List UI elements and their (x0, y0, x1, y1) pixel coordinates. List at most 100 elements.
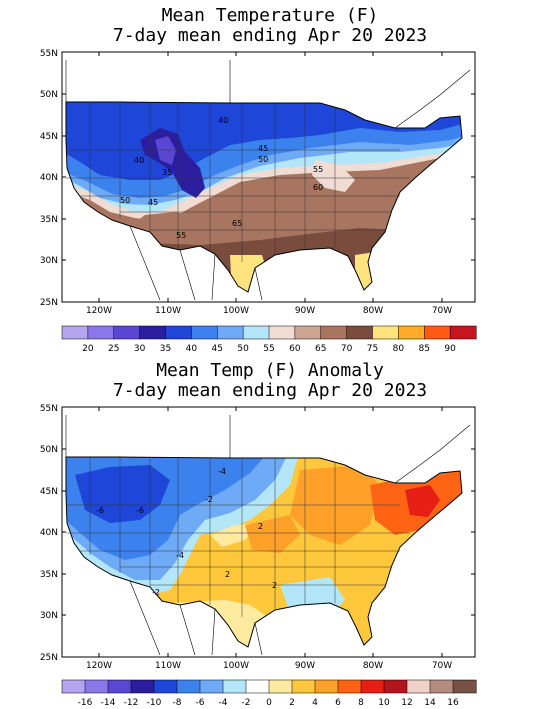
panel2-legend-swatch (314, 679, 339, 694)
panel1-lat-label: 50N (40, 90, 58, 100)
panel2-legend-swatch (107, 679, 132, 694)
panel1-legend-swatch (139, 325, 167, 340)
panel1-legend-label: 40 (186, 344, 198, 354)
panel2-legend-label: 0 (266, 698, 272, 708)
panel1-lat-label: 25N (40, 298, 58, 308)
panel1-lat-label: 30N (40, 256, 58, 266)
panel2-legend-swatch (383, 679, 408, 694)
panel1-lon-label: 100W (223, 306, 249, 316)
panel1-legend-label: 20 (82, 344, 94, 354)
panel1-legend-label: 45 (212, 344, 223, 354)
panel1-legend-label: 25 (108, 344, 119, 354)
panel2-title-line1: Mean Temp (F) Anomaly (156, 360, 384, 381)
panel1-legend-swatch (242, 325, 270, 340)
panel2-legend-swatch (61, 679, 86, 694)
panel2-lon-label: 80W (363, 661, 383, 671)
panel2-legend-label: -16 (78, 698, 93, 708)
panel2-legend-swatch (429, 679, 454, 694)
panel2-lon-axis: 120W 110W 100W 90W 80W 70W (86, 407, 452, 671)
panel2-legend-label: -2 (242, 698, 251, 708)
panel2-legend-label: -4 (219, 698, 228, 708)
panel1-contour-label: 50 (120, 196, 130, 205)
panel1-legend-swatch (87, 325, 115, 340)
panel2-lon-label: 70W (432, 661, 452, 671)
panel1-contour-label: 55 (313, 165, 323, 174)
panel1-lon-label: 80W (363, 306, 383, 316)
panel2-legend-label: -10 (147, 698, 162, 708)
panel1-contour-label: 65 (232, 219, 242, 228)
panel1-legend-swatch (191, 325, 218, 340)
panel2-legend-label: 14 (424, 698, 436, 708)
panel1-legend-swatch (320, 325, 348, 340)
panel2-lon-label: 90W (295, 661, 315, 671)
panel1-contour-labels: 40 40 45 50 35 45 50 55 65 55 60 (120, 116, 323, 240)
panel1-lat-label: 45N (40, 132, 58, 142)
panel2-legend-swatch (291, 679, 316, 694)
panel2-legend-label: 4 (312, 698, 318, 708)
panel1-state-borders (66, 102, 410, 262)
panel1-map: 40 40 45 50 35 45 50 55 65 55 60 55N 50N… (40, 49, 477, 354)
panel1-legend-label: 70 (341, 344, 353, 354)
panel2-legend-swatch (406, 679, 431, 694)
panel2-legend-swatch (130, 679, 155, 694)
panel2-legend-label: 2 (289, 698, 295, 708)
panel1-legend-swatch (268, 325, 296, 340)
panel1-contour-label: 35 (162, 168, 172, 177)
panel2-lon-label: 110W (155, 661, 181, 671)
panel1-lat-axis: 55N 50N 45N 40N 35N 30N 25N (40, 49, 475, 308)
panel2-legend-label: -8 (173, 698, 182, 708)
panel2-contour-label: 2 (258, 522, 263, 531)
panel1-contour-label: 40 (134, 156, 144, 165)
panel1-lon-label: 110W (155, 306, 181, 316)
panel2-legend-label: 8 (358, 698, 364, 708)
panel2-legend-label: 12 (401, 698, 412, 708)
panel1-legend-swatch (424, 325, 451, 340)
panel1-legend-swatch (217, 325, 244, 340)
panel2-state-borders (66, 457, 410, 617)
panel1-legend-swatch (372, 325, 399, 340)
panel2-legend-swatch (153, 679, 178, 694)
panel2-legend-label: 6 (335, 698, 341, 708)
panel2-contour-label: -6 (136, 506, 144, 515)
panel2-contour-label: -6 (96, 506, 104, 515)
panel2-legend-swatch (452, 679, 477, 694)
panel2-lat-label: 45N (40, 487, 58, 497)
panel1-legend-swatch (61, 325, 89, 340)
panel2-legend-swatch (337, 679, 362, 694)
panel1-lat-label: 40N (40, 173, 58, 183)
panel2-legend-swatch (84, 679, 109, 694)
panel1-legend-swatch (165, 325, 192, 340)
panel2-contour-label: -2 (205, 495, 213, 504)
panel1-contour-label: 45 (258, 144, 268, 153)
panel1-legend-swatch (449, 325, 477, 340)
panel2-lat-label: 25N (40, 653, 58, 663)
panel1-contour-label: 60 (313, 183, 323, 192)
panel1-contour-label: 45 (148, 198, 158, 207)
panel1-neighbor-lines (65, 60, 471, 301)
panel1-contour-label: 50 (258, 155, 268, 164)
panel2-contour-label: -4 (218, 467, 226, 476)
panel1-contour-label: 40 (218, 116, 228, 125)
panel1-legend-label: 80 (393, 344, 405, 354)
panel2-lat-label: 50N (40, 445, 58, 455)
panel1-lon-label: 120W (86, 306, 112, 316)
panel1-legend-swatch (113, 325, 141, 340)
panel2-lat-label: 30N (40, 611, 58, 621)
panel1-title-line1: Mean Temperature (F) (161, 5, 379, 26)
panel1-legend-swatch (398, 325, 425, 340)
panel1-legend-label: 55 (263, 344, 274, 354)
panel1-contour-label: 55 (176, 231, 186, 240)
panel2-lat-label: 35N (40, 570, 58, 580)
panel2-colorbar: -16 -14 -12 -10 -8 -6 -4 -2 0 2 4 6 8 10 12 14 16 (61, 679, 477, 708)
panel1-lat-label: 55N (40, 49, 58, 59)
panel2-legend-label: -6 (196, 698, 205, 708)
panel2-neighbor-lines (65, 415, 471, 656)
panel2-legend-label: 16 (447, 698, 459, 708)
panel2-legend-swatch (360, 679, 385, 694)
panel2-contour-label: 2 (272, 581, 277, 590)
panel1-legend-label: 65 (315, 344, 326, 354)
panel2-legend-swatch (199, 679, 224, 694)
panel2-title-line2: 7-day mean ending Apr 20 2023 (112, 380, 428, 401)
panel2-contour-label: -2 (152, 588, 160, 597)
panel1-legend-swatch (294, 325, 322, 340)
